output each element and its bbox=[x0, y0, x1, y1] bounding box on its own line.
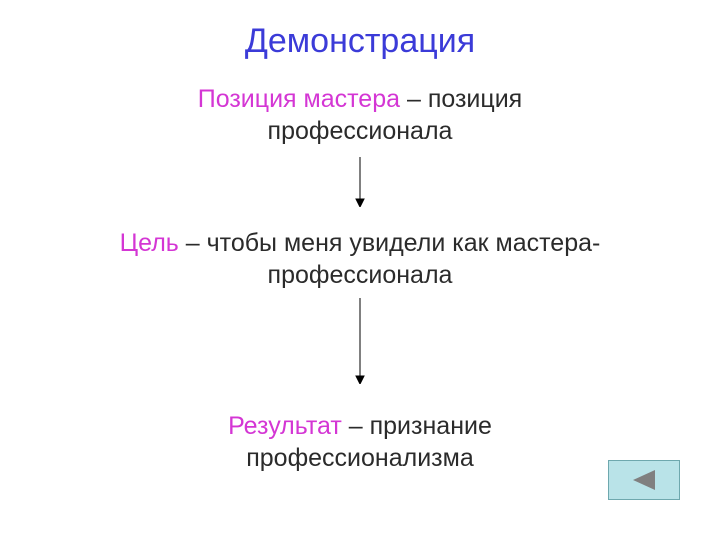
slide: Демонстрация Позиция мастера – позиция п… bbox=[0, 0, 720, 540]
dash-3: – bbox=[342, 412, 370, 440]
triangle-left-icon bbox=[631, 469, 657, 491]
rest-1a: позиция bbox=[428, 85, 522, 113]
arrow-down-icon bbox=[354, 298, 366, 384]
dash-1: – bbox=[400, 85, 428, 113]
block-result: Результат – признание профессионализма bbox=[60, 410, 660, 474]
rest-2a: чтобы меня увидели как мастера- bbox=[207, 229, 601, 257]
block-goal: Цель – чтобы меня увидели как мастера- п… bbox=[60, 227, 660, 291]
term-result: Результат bbox=[228, 412, 342, 440]
dash-2: – bbox=[179, 229, 207, 257]
rest-1b: профессионала bbox=[268, 117, 453, 145]
rest-3a: признание bbox=[370, 412, 492, 440]
term-goal: Цель bbox=[120, 229, 179, 257]
rest-3b: профессионализма bbox=[246, 444, 474, 472]
slide-title: Демонстрация bbox=[0, 22, 720, 61]
arrow-down-icon bbox=[354, 157, 366, 207]
rest-2b: профессионала bbox=[268, 261, 453, 289]
term-position: Позиция мастера bbox=[198, 85, 400, 113]
back-button[interactable] bbox=[608, 460, 680, 500]
block-position: Позиция мастера – позиция профессионала bbox=[60, 83, 660, 147]
